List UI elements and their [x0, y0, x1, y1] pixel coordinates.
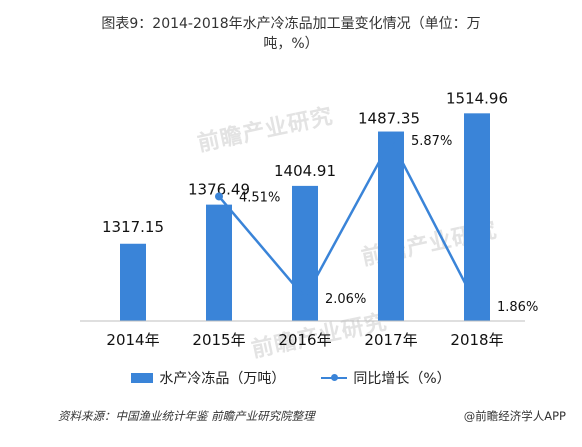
- growth-value-label: 5.87%: [411, 134, 452, 149]
- growth-value-label: 4.51%: [239, 190, 280, 205]
- growth-point: [215, 192, 223, 201]
- growth-line: [218, 137, 479, 307]
- x-tick-label: 2015年: [192, 331, 245, 349]
- legend-line-label: 同比增长（%）: [353, 371, 451, 387]
- legend: 水产冷冻品（万吨） 同比增长（%）: [0, 368, 582, 388]
- source-note: 资料来源：中国渔业统计年鉴 前瞻产业研究院整理: [58, 409, 315, 423]
- chart-title-line-2: 吨，%）: [263, 36, 319, 52]
- legend-bar-swatch: [131, 373, 154, 383]
- growth-point: [473, 302, 481, 311]
- x-tick-label: 2017年: [364, 331, 417, 349]
- bar-value-label: 1317.15: [102, 218, 164, 236]
- legend-line-swatch: [321, 373, 348, 383]
- chart-title: 图表9：2014-2018年水产冷冻品加工量变化情况（单位：万 吨，%）: [0, 14, 582, 54]
- growth-point: [301, 293, 309, 302]
- legend-bar-label: 水产冷冻品（万吨）: [159, 371, 286, 387]
- x-tick-label: 2016年: [278, 331, 331, 349]
- x-tick-label: 2014年: [106, 331, 159, 349]
- growth-value-label: 2.06%: [325, 292, 366, 307]
- brand-credit: @前瞻经济学人APP: [463, 409, 566, 423]
- bar-value-label: 1376.49: [188, 181, 250, 199]
- bar-value-label: 1514.96: [446, 89, 508, 107]
- legend-item-line: 同比增长（%）: [321, 368, 451, 388]
- growth-value-label: 1.86%: [497, 300, 538, 315]
- bar: [464, 113, 490, 322]
- bar: [120, 243, 146, 321]
- chart-title-line-1: 图表9：2014-2018年水产冷冻品加工量变化情况（单位：万: [101, 16, 481, 32]
- growth-point: [387, 136, 395, 145]
- bar-value-label: 1487.35: [358, 110, 420, 128]
- bar: [206, 204, 232, 321]
- bar: [378, 131, 404, 321]
- x-tick-label: 2018年: [450, 331, 503, 349]
- legend-item-bar: 水产冷冻品（万吨）: [131, 368, 285, 388]
- bar-value-label: 1404.91: [274, 162, 336, 180]
